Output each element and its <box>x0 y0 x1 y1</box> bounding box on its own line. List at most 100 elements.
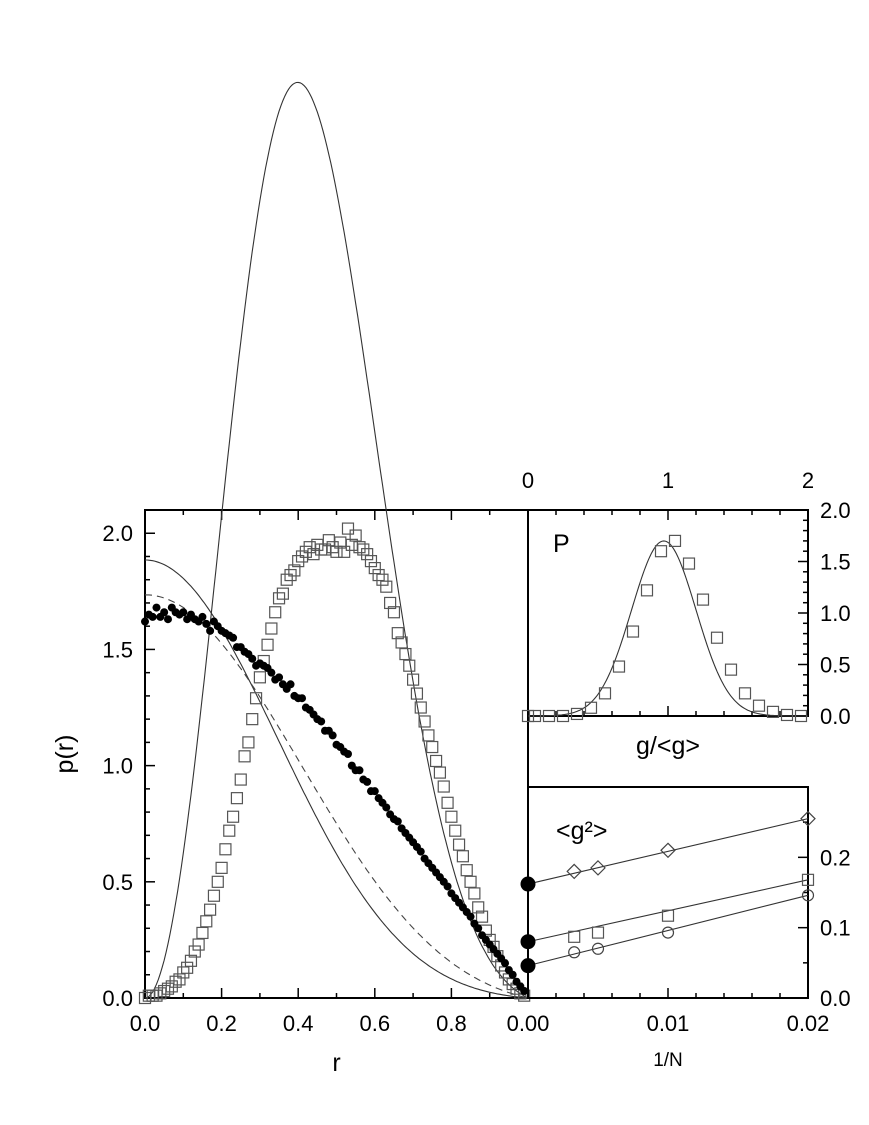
inset-bottom-series-open-square <box>568 873 815 943</box>
data-point-open-square <box>414 701 427 714</box>
data-point-open-square <box>265 622 278 635</box>
inset-top-data-point <box>528 709 542 723</box>
inset-top-data-point <box>780 708 794 722</box>
x-tick-label: 0.2 <box>206 1011 237 1036</box>
inset-finite-size-plot: 0.00 0.01 0.020.0 0.1 0.2 1/N <g²> <box>507 786 851 1071</box>
inset-bottom-series-open-diamond <box>566 810 816 880</box>
inset-top-x-tick-label: 1 <box>662 468 674 493</box>
data-point-filled-circle <box>202 619 211 628</box>
data-point-filled-circle <box>501 959 510 968</box>
x-tick-label: 0.0 <box>130 1011 161 1036</box>
data-point-open-square <box>376 573 389 586</box>
y-tick-label: 1.0 <box>102 754 133 779</box>
inset-top-data-point <box>598 687 612 700</box>
inset-top-data-point <box>696 593 710 606</box>
inset-bottom-data-point <box>801 889 815 902</box>
x-tick-label: 0.8 <box>436 1011 467 1036</box>
data-point-open-square <box>184 954 198 967</box>
inset-top-series-open-square <box>521 534 808 723</box>
inset-top-data-point <box>584 701 598 714</box>
data-point-open-square <box>165 980 178 993</box>
data-point-open-square <box>407 673 420 686</box>
inset-bottom-data-point <box>590 860 606 876</box>
data-point-open-square <box>387 606 401 619</box>
inset-top-y-tick-label: 1.0 <box>820 601 851 626</box>
data-point-open-square <box>326 541 339 554</box>
inset-bottom-panel-label: <g²> <box>556 817 607 845</box>
data-point-filled-circle <box>382 803 391 812</box>
x-tick-label: 0.6 <box>360 1011 391 1036</box>
data-point-filled-circle <box>355 766 364 775</box>
data-point-open-square <box>429 754 443 768</box>
data-point-open-square <box>418 715 431 728</box>
inset-bottom-data-point <box>660 842 676 859</box>
data-point-open-square <box>181 961 194 974</box>
data-point-open-square <box>173 973 186 986</box>
inset-bottom-x-tick-label: 0.02 <box>787 1011 830 1036</box>
data-point-filled-circle <box>275 673 284 682</box>
theory-curve-solid <box>145 559 529 999</box>
data-point-filled-circle <box>370 787 379 796</box>
data-point-filled-circle <box>393 817 402 826</box>
inset-top-data-point <box>542 709 556 723</box>
data-point-open-square <box>177 966 190 979</box>
y-tick-label: 1.5 <box>102 637 133 662</box>
data-point-open-square <box>449 824 462 837</box>
inset-top-data-point <box>766 705 780 718</box>
data-point-filled-circle <box>160 608 169 617</box>
data-point-filled-circle <box>267 668 276 677</box>
data-point-open-square <box>204 903 217 916</box>
inset-bottom-data-point <box>568 930 581 943</box>
data-point-open-square <box>456 850 469 863</box>
inset-top-data-point <box>626 625 640 638</box>
theory-curve-dashed <box>144 594 529 999</box>
data-point-open-square <box>272 592 286 605</box>
inset-bottom-y-tick-label: 0.1 <box>820 916 851 941</box>
inset-bottom-extrapolated-point <box>520 958 536 974</box>
data-point-open-square <box>445 810 458 823</box>
inset-bottom-series-open-circle <box>568 889 815 959</box>
data-point-filled-circle <box>298 694 307 703</box>
data-point-open-square <box>280 573 293 586</box>
data-point-filled-circle <box>443 882 452 891</box>
data-point-filled-circle <box>416 847 425 856</box>
data-point-filled-circle <box>248 654 257 663</box>
y-tick-label: 0.0 <box>102 986 133 1011</box>
data-point-filled-circle <box>328 731 337 740</box>
inset-top-x-tick-label: 2 <box>802 468 814 493</box>
data-point-filled-circle <box>148 612 157 621</box>
series-open-square <box>138 522 531 1005</box>
data-point-filled-circle <box>163 615 172 624</box>
data-point-open-square <box>410 687 424 700</box>
inset-top-data-point <box>794 709 808 723</box>
inset-top-frame <box>527 509 809 717</box>
data-point-filled-circle <box>508 970 517 979</box>
inset-bottom-data-point <box>568 946 581 959</box>
x-tick-label: 0.4 <box>283 1011 314 1036</box>
inset-top-data-point <box>738 687 752 700</box>
data-point-open-square <box>399 647 412 661</box>
theory-curve-peaked <box>144 81 529 999</box>
inset-top-data-point <box>682 557 696 570</box>
inset-bottom-data-point <box>800 810 816 827</box>
data-point-open-square <box>196 926 209 940</box>
inset-top-data-point <box>668 534 682 548</box>
data-point-open-square <box>349 529 362 542</box>
data-point-open-square <box>154 987 167 1000</box>
inset-top-data-point <box>640 584 654 597</box>
series-filled-circle <box>141 603 529 996</box>
inset-bottom-data-point <box>801 873 815 886</box>
inset-bottom-x-tick-label: 0.01 <box>647 1011 690 1036</box>
data-point-open-square <box>192 938 205 951</box>
y-tick-label: 2.0 <box>102 521 133 546</box>
inset-bottom-fit-line <box>527 894 809 967</box>
inset-bottom-y-tick-label: 0.0 <box>820 986 851 1011</box>
inset-bottom-data-point <box>591 942 605 955</box>
data-point-open-square <box>437 780 450 793</box>
inset-top-data-point <box>521 709 535 723</box>
data-point-filled-circle <box>141 617 149 626</box>
data-point-filled-circle <box>198 612 207 621</box>
inset-bottom-fit-line <box>527 818 809 885</box>
inset-top-data-point <box>752 699 766 712</box>
data-point-open-square <box>211 875 224 888</box>
